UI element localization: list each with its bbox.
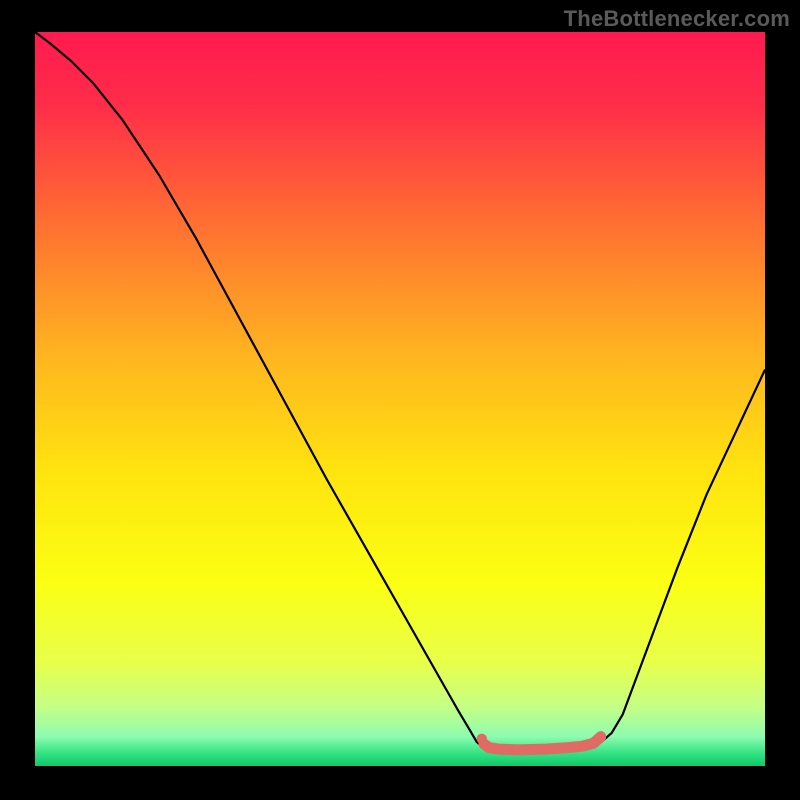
- plot-area: [35, 32, 765, 766]
- chart-svg: [35, 32, 765, 766]
- chart-container: TheBottlenecker.com: [0, 0, 800, 800]
- gradient-background: [35, 32, 765, 766]
- watermark-label: TheBottlenecker.com: [564, 6, 790, 32]
- optimal-point-marker: [477, 734, 487, 744]
